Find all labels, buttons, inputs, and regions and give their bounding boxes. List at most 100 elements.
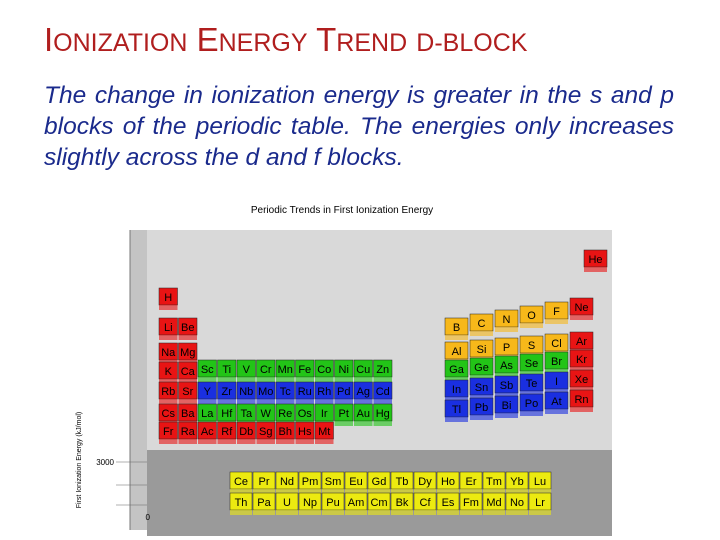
element-k-side (159, 379, 178, 384)
element-label: I (555, 376, 558, 388)
element-label: At (551, 396, 561, 408)
element-label: Tc (280, 386, 292, 398)
element-label: Ar (576, 336, 587, 348)
element-hg-side (373, 421, 392, 426)
element-label: No (510, 497, 524, 509)
element-label: Kr (576, 354, 587, 366)
element-ca-side (178, 379, 197, 384)
element-label: Br (551, 356, 562, 368)
element-fr-side (159, 439, 178, 444)
element-label: Ag (357, 386, 370, 398)
element-label: Pb (475, 402, 488, 414)
element-pm-side (299, 489, 321, 494)
title-word: ENERGY (197, 21, 308, 58)
element-kr-side (570, 367, 593, 372)
element-label: Rf (221, 426, 233, 438)
title-smallcaps: REND (336, 29, 408, 57)
element-label: Fr (163, 426, 174, 438)
element-label: Tb (396, 476, 409, 488)
element-label: Ac (201, 426, 214, 438)
element-label: Pm (302, 476, 319, 488)
element-label: C (478, 318, 486, 330)
element-label: Eu (349, 476, 362, 488)
element-am-side (345, 510, 367, 515)
element-label: Cs (162, 408, 176, 420)
element-label: Ni (339, 364, 349, 376)
element-label: Ba (181, 408, 195, 420)
element-pd-side (334, 399, 353, 404)
element-label: Y (204, 386, 212, 398)
element-cu-side (354, 377, 373, 382)
element-zr-side (217, 399, 236, 404)
element-li-side (159, 335, 178, 340)
left-wall (130, 230, 147, 530)
element-tl-side (445, 417, 468, 422)
element-label: Ra (181, 426, 196, 438)
element-label: Gd (372, 476, 387, 488)
element-label: Mo (258, 386, 273, 398)
axis-tick-3000: 3000 (96, 458, 114, 467)
element-tc-side (276, 399, 295, 404)
element-label: Hg (376, 408, 390, 420)
slide-body-text: The change in ionization energy is great… (44, 82, 674, 171)
element-pr-side (253, 489, 275, 494)
element-ac-side (198, 439, 217, 444)
element-mn-side (276, 377, 295, 382)
element-label: Fm (463, 497, 479, 509)
element-label: Nd (280, 476, 294, 488)
element-label: Ge (474, 362, 489, 374)
element-sb-side (495, 393, 518, 398)
element-label: Li (164, 322, 173, 334)
element-sm-side (322, 489, 344, 494)
element-bi-side (495, 413, 518, 418)
element-label: Er (466, 476, 477, 488)
element-label: Xe (575, 374, 588, 386)
element-label: Sc (201, 364, 214, 376)
ionization-energy-figure: Periodic Trends in First Ionization Ener… (72, 200, 612, 536)
element-th-side (230, 510, 252, 515)
element-label: Hf (221, 408, 233, 420)
element-label: Es (442, 497, 455, 509)
element-label: Ti (222, 364, 231, 376)
element-label: F (553, 306, 560, 318)
element-label: Au (357, 408, 370, 420)
element-label: Bk (396, 497, 409, 509)
element-dy-side (414, 489, 436, 494)
element-bh-side (276, 439, 295, 444)
element-label: H (164, 292, 172, 304)
element-o-side (520, 323, 543, 328)
element-co-side (315, 377, 334, 382)
element-ce-side (230, 489, 252, 494)
element-eu-side (345, 489, 367, 494)
element-u-side (276, 510, 298, 515)
element-lr-side (529, 510, 551, 515)
figure-title: Periodic Trends in First Ionization Ener… (251, 205, 433, 216)
element-label: Md (486, 497, 501, 509)
element-he-side (584, 267, 607, 272)
element-label: Ir (321, 408, 328, 420)
element-label: Cm (370, 497, 387, 509)
element-label: B (453, 322, 460, 334)
element-label: Te (526, 378, 538, 390)
element-nd-side (276, 489, 298, 494)
element-label: Sn (475, 382, 488, 394)
element-te-side (520, 391, 543, 396)
element-ru-side (295, 399, 314, 404)
element-f-side (545, 319, 568, 324)
element-label: Db (239, 426, 253, 438)
element-fm-side (460, 510, 482, 515)
element-gd-side (368, 489, 390, 494)
element-ge-side (470, 375, 493, 380)
element-label: S (528, 340, 535, 352)
element-label: K (165, 366, 173, 378)
title-initial: T (316, 21, 337, 58)
element-n-side (495, 327, 518, 332)
element-label: Na (161, 347, 176, 359)
element-label: Ne (574, 302, 588, 314)
element-label: O (527, 310, 536, 322)
element-label: Zr (222, 386, 233, 398)
element-label: Cl (551, 338, 561, 350)
element-label: Be (181, 322, 194, 334)
element-label: W (261, 408, 272, 420)
title-smallcaps: D-BLOCK (416, 29, 528, 57)
